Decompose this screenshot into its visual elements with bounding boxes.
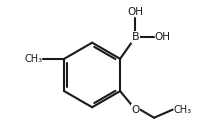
Text: OH: OH [127,7,143,17]
Text: O: O [131,105,140,115]
Text: OH: OH [155,32,171,42]
Text: CH₃: CH₃ [24,54,42,64]
Text: B: B [132,32,139,42]
Text: CH₃: CH₃ [174,105,192,115]
